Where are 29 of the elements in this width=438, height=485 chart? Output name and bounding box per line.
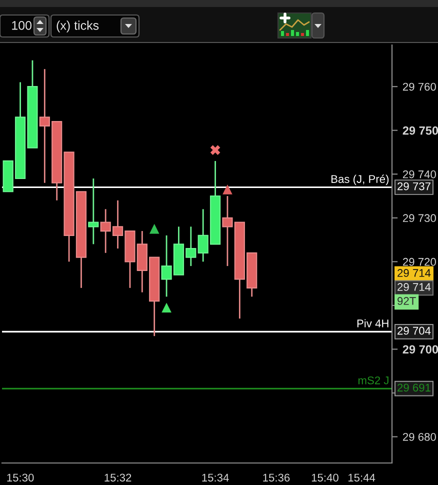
x-tick-label: 15:40 [312, 474, 338, 482]
y-tick-label: 29 760 [402, 82, 436, 91]
annotation: 29 704 [398, 326, 431, 335]
candlestick [88, 178, 99, 245]
text: (x) ticks [56, 20, 99, 32]
text: 100 [12, 21, 32, 30]
point [210, 145, 220, 155]
point [222, 184, 232, 194]
annotation: 29 714 [398, 269, 431, 277]
text: 92T [398, 297, 416, 305]
point [162, 302, 172, 313]
y-tick-label: 29 700 [402, 345, 438, 354]
ref-line-label: Bas (J, Pré) [331, 174, 389, 186]
text: 29 714 [398, 283, 431, 291]
annotation: 29 737 [398, 182, 430, 190]
annotation: 29 691 [398, 384, 430, 392]
y-tick-label: 29 720 [402, 258, 436, 266]
y-tick-label: 29 680 [402, 433, 436, 441]
ref-line-label: Piv 4H [357, 319, 388, 328]
x-tick-label: 15:44 [348, 474, 376, 482]
y-tick-label: 29 740 [402, 170, 436, 178]
point [149, 224, 160, 234]
y-tick-label: 29 750 [402, 126, 438, 135]
ref-line-label: mS2 J [358, 376, 388, 384]
x-tick-label: 15:32 [104, 474, 132, 482]
y-tick-label: 29 730 [402, 214, 436, 222]
x-tick-label: 15:30 [7, 474, 34, 482]
x-tick-label: 15:34 [202, 474, 229, 482]
x-tick-label: 15:36 [263, 474, 290, 482]
